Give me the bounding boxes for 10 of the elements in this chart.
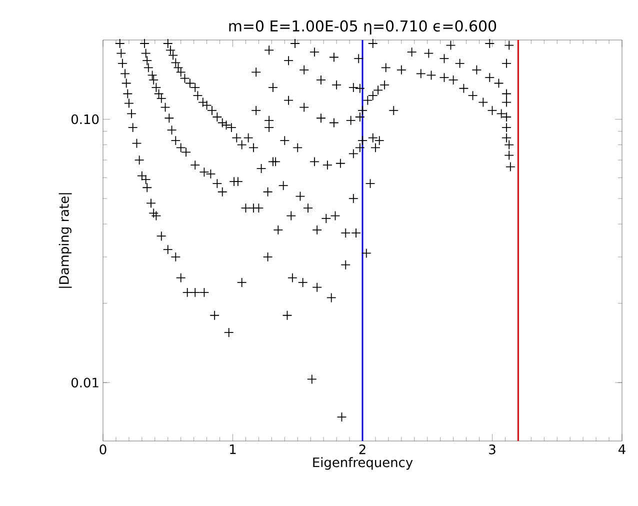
y-tick-label: 0.10 xyxy=(72,114,99,124)
x-tick-label: 4 xyxy=(618,444,626,454)
x-tick-label: 0 xyxy=(100,444,106,454)
y-tick-label: 0.01 xyxy=(72,378,98,388)
x-tick-label: 3 xyxy=(489,444,496,454)
x-tick-label: 2 xyxy=(359,444,366,454)
x-axis-title: Eigenfrequency xyxy=(313,457,413,470)
x-tick-label: 1 xyxy=(230,444,236,454)
y-axis-title: |Damping rate| xyxy=(58,193,72,288)
chart-title: m=0 E=1.00E-05 η=0.710 ϵ=0.600 xyxy=(229,20,496,34)
